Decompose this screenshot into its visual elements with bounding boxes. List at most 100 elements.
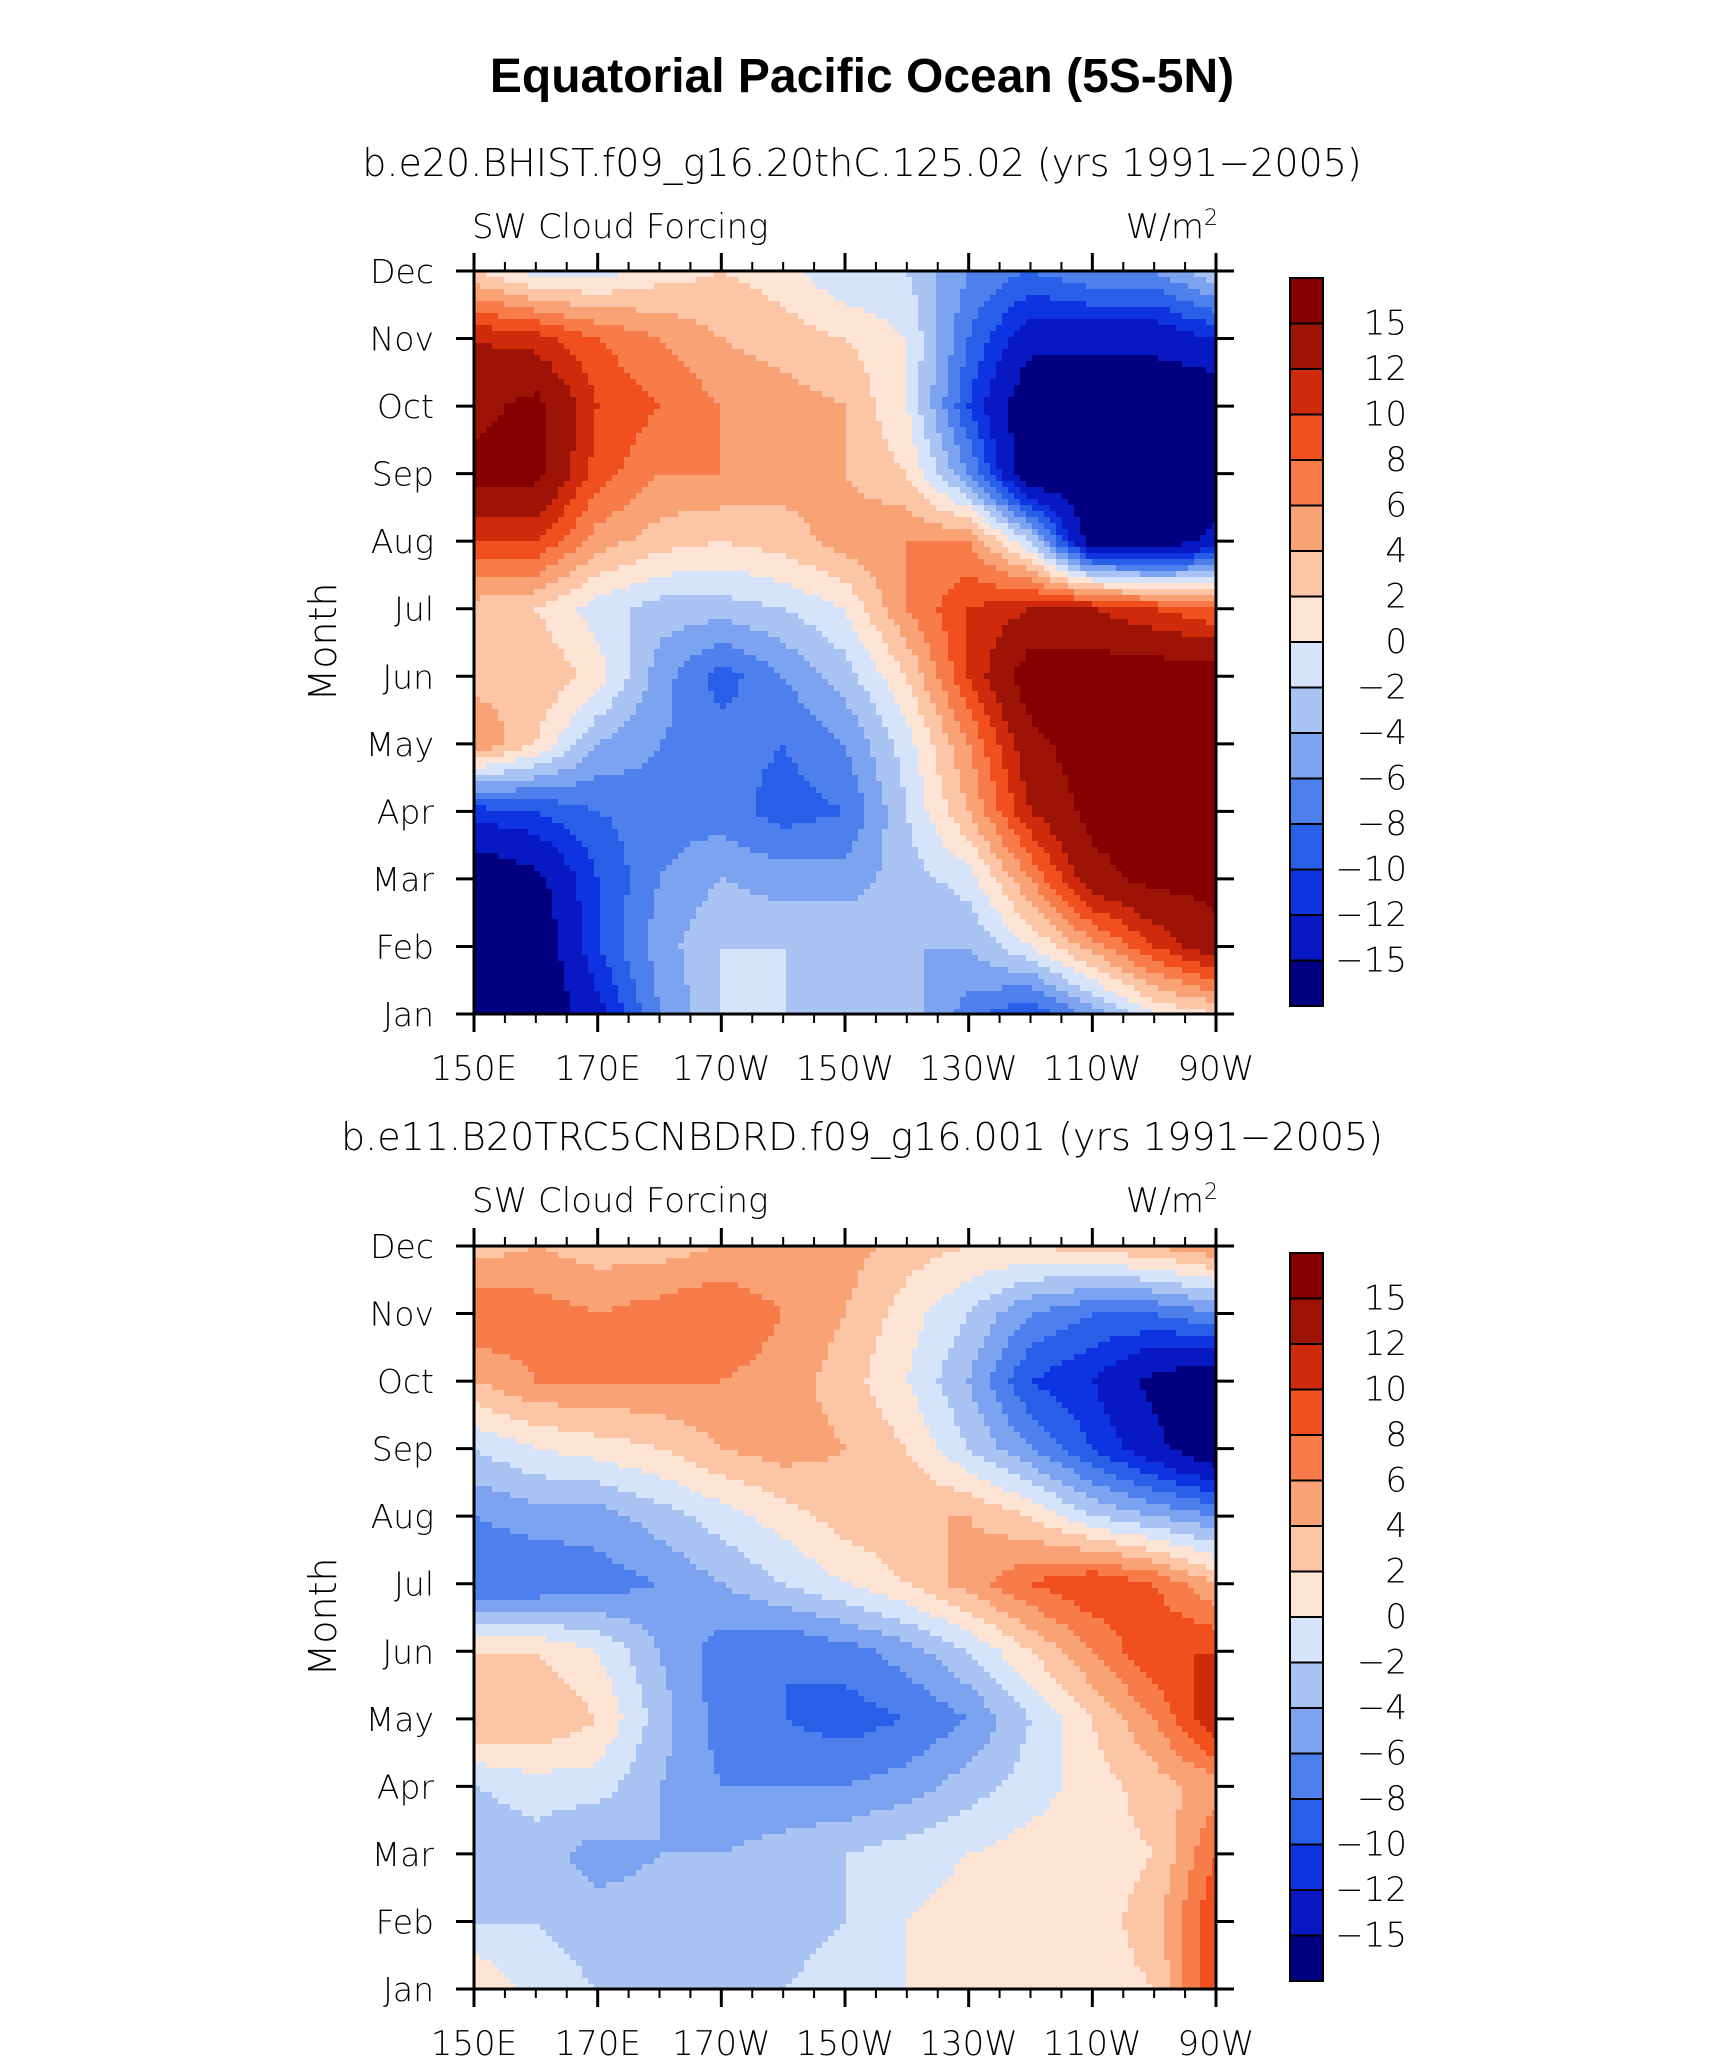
field-cell: [780, 373, 787, 380]
field-cell: [1050, 451, 1057, 458]
field-cell: [876, 445, 883, 452]
field-cell: [1164, 439, 1171, 446]
field-cell: [534, 463, 541, 470]
field-cell: [1098, 487, 1105, 494]
field-cell: [666, 397, 673, 404]
field-cell: [810, 373, 817, 380]
field-cell: [612, 433, 619, 440]
field-cell: [768, 355, 775, 362]
field-cell: [786, 421, 793, 428]
field-cell: [492, 337, 499, 344]
field-cell: [1044, 343, 1051, 350]
field-cell: [942, 415, 949, 422]
field-cell: [984, 475, 991, 482]
field-cell: [930, 445, 937, 452]
field-cell: [606, 319, 613, 326]
field-cell: [630, 403, 637, 410]
field-cell: [498, 373, 505, 380]
field-cell: [702, 373, 709, 380]
field-cell: [1068, 499, 1075, 506]
field-cell: [828, 349, 835, 356]
field-cell: [588, 415, 595, 422]
field-cell: [498, 337, 505, 344]
field-cell: [480, 379, 487, 386]
field-cell: [744, 421, 751, 428]
field-cell: [1098, 343, 1105, 350]
field-cell: [960, 379, 967, 386]
field-cell: [624, 463, 631, 470]
field-cell: [780, 385, 787, 392]
field-cell: [498, 463, 505, 470]
field-cell: [606, 355, 613, 362]
field-cell: [972, 325, 979, 332]
field-cell: [960, 415, 967, 422]
field-cell: [1164, 349, 1171, 356]
field-cell: [720, 397, 727, 404]
field-cell: [504, 379, 511, 386]
field-cell: [822, 505, 829, 512]
field-cell: [534, 493, 541, 500]
field-cell: [954, 295, 961, 302]
field-cell: [684, 481, 691, 488]
field-cell: [876, 391, 883, 398]
field-cell: [1170, 289, 1177, 296]
field-cell: [900, 487, 907, 494]
field-cell: [546, 319, 553, 326]
field-cell: [948, 337, 955, 344]
field-cell: [1134, 457, 1141, 464]
field-cell: [936, 289, 943, 296]
field-cell: [864, 373, 871, 380]
field-cell: [684, 409, 691, 416]
field-cell: [570, 415, 577, 422]
field-cell: [918, 439, 925, 446]
field-cell: [834, 385, 841, 392]
field-cell: [702, 319, 709, 326]
field-cell: [1050, 463, 1057, 470]
field-cell: [1128, 289, 1135, 296]
field-cell: [864, 457, 871, 464]
field-cell: [498, 367, 505, 374]
field-cell: [672, 331, 679, 338]
field-cell: [1038, 277, 1045, 284]
field-cell: [1056, 379, 1063, 386]
field-cell: [918, 367, 925, 374]
field-cell: [792, 361, 799, 368]
field-cell: [750, 487, 757, 494]
field-cell: [1056, 463, 1063, 470]
field-cell: [648, 433, 655, 440]
field-cell: [1122, 283, 1129, 290]
field-cell: [1056, 499, 1063, 506]
field-cell: [888, 355, 895, 362]
field-cell: [852, 313, 859, 320]
field-cell: [504, 337, 511, 344]
field-cell: [528, 313, 535, 320]
field-cell: [1002, 373, 1009, 380]
field-cell: [948, 445, 955, 452]
field-cell: [1008, 505, 1015, 512]
field-cell: [636, 397, 643, 404]
field-cell: [1176, 343, 1183, 350]
field-cell: [486, 445, 493, 452]
field-cell: [546, 373, 553, 380]
field-cell: [1038, 475, 1045, 482]
panel-1-plot-area: [474, 271, 1217, 1015]
field-cell: [546, 421, 553, 428]
field-cell: [582, 397, 589, 404]
field-cell: [810, 385, 817, 392]
field-cell: [786, 319, 793, 326]
field-cell: [720, 391, 727, 398]
field-cell: [864, 283, 871, 290]
field-cell: [702, 397, 709, 404]
field-cell: [822, 337, 829, 344]
field-cell: [900, 385, 907, 392]
field-cell: [750, 301, 757, 308]
field-cell: [900, 313, 907, 320]
field-cell: [1032, 379, 1039, 386]
field-cell: [540, 325, 547, 332]
field-cell: [1008, 355, 1015, 362]
field-cell: [678, 277, 685, 284]
field-cell: [1002, 433, 1009, 440]
field-cell: [1062, 349, 1069, 356]
field-cell: [930, 331, 937, 338]
field-cell: [1164, 421, 1171, 428]
